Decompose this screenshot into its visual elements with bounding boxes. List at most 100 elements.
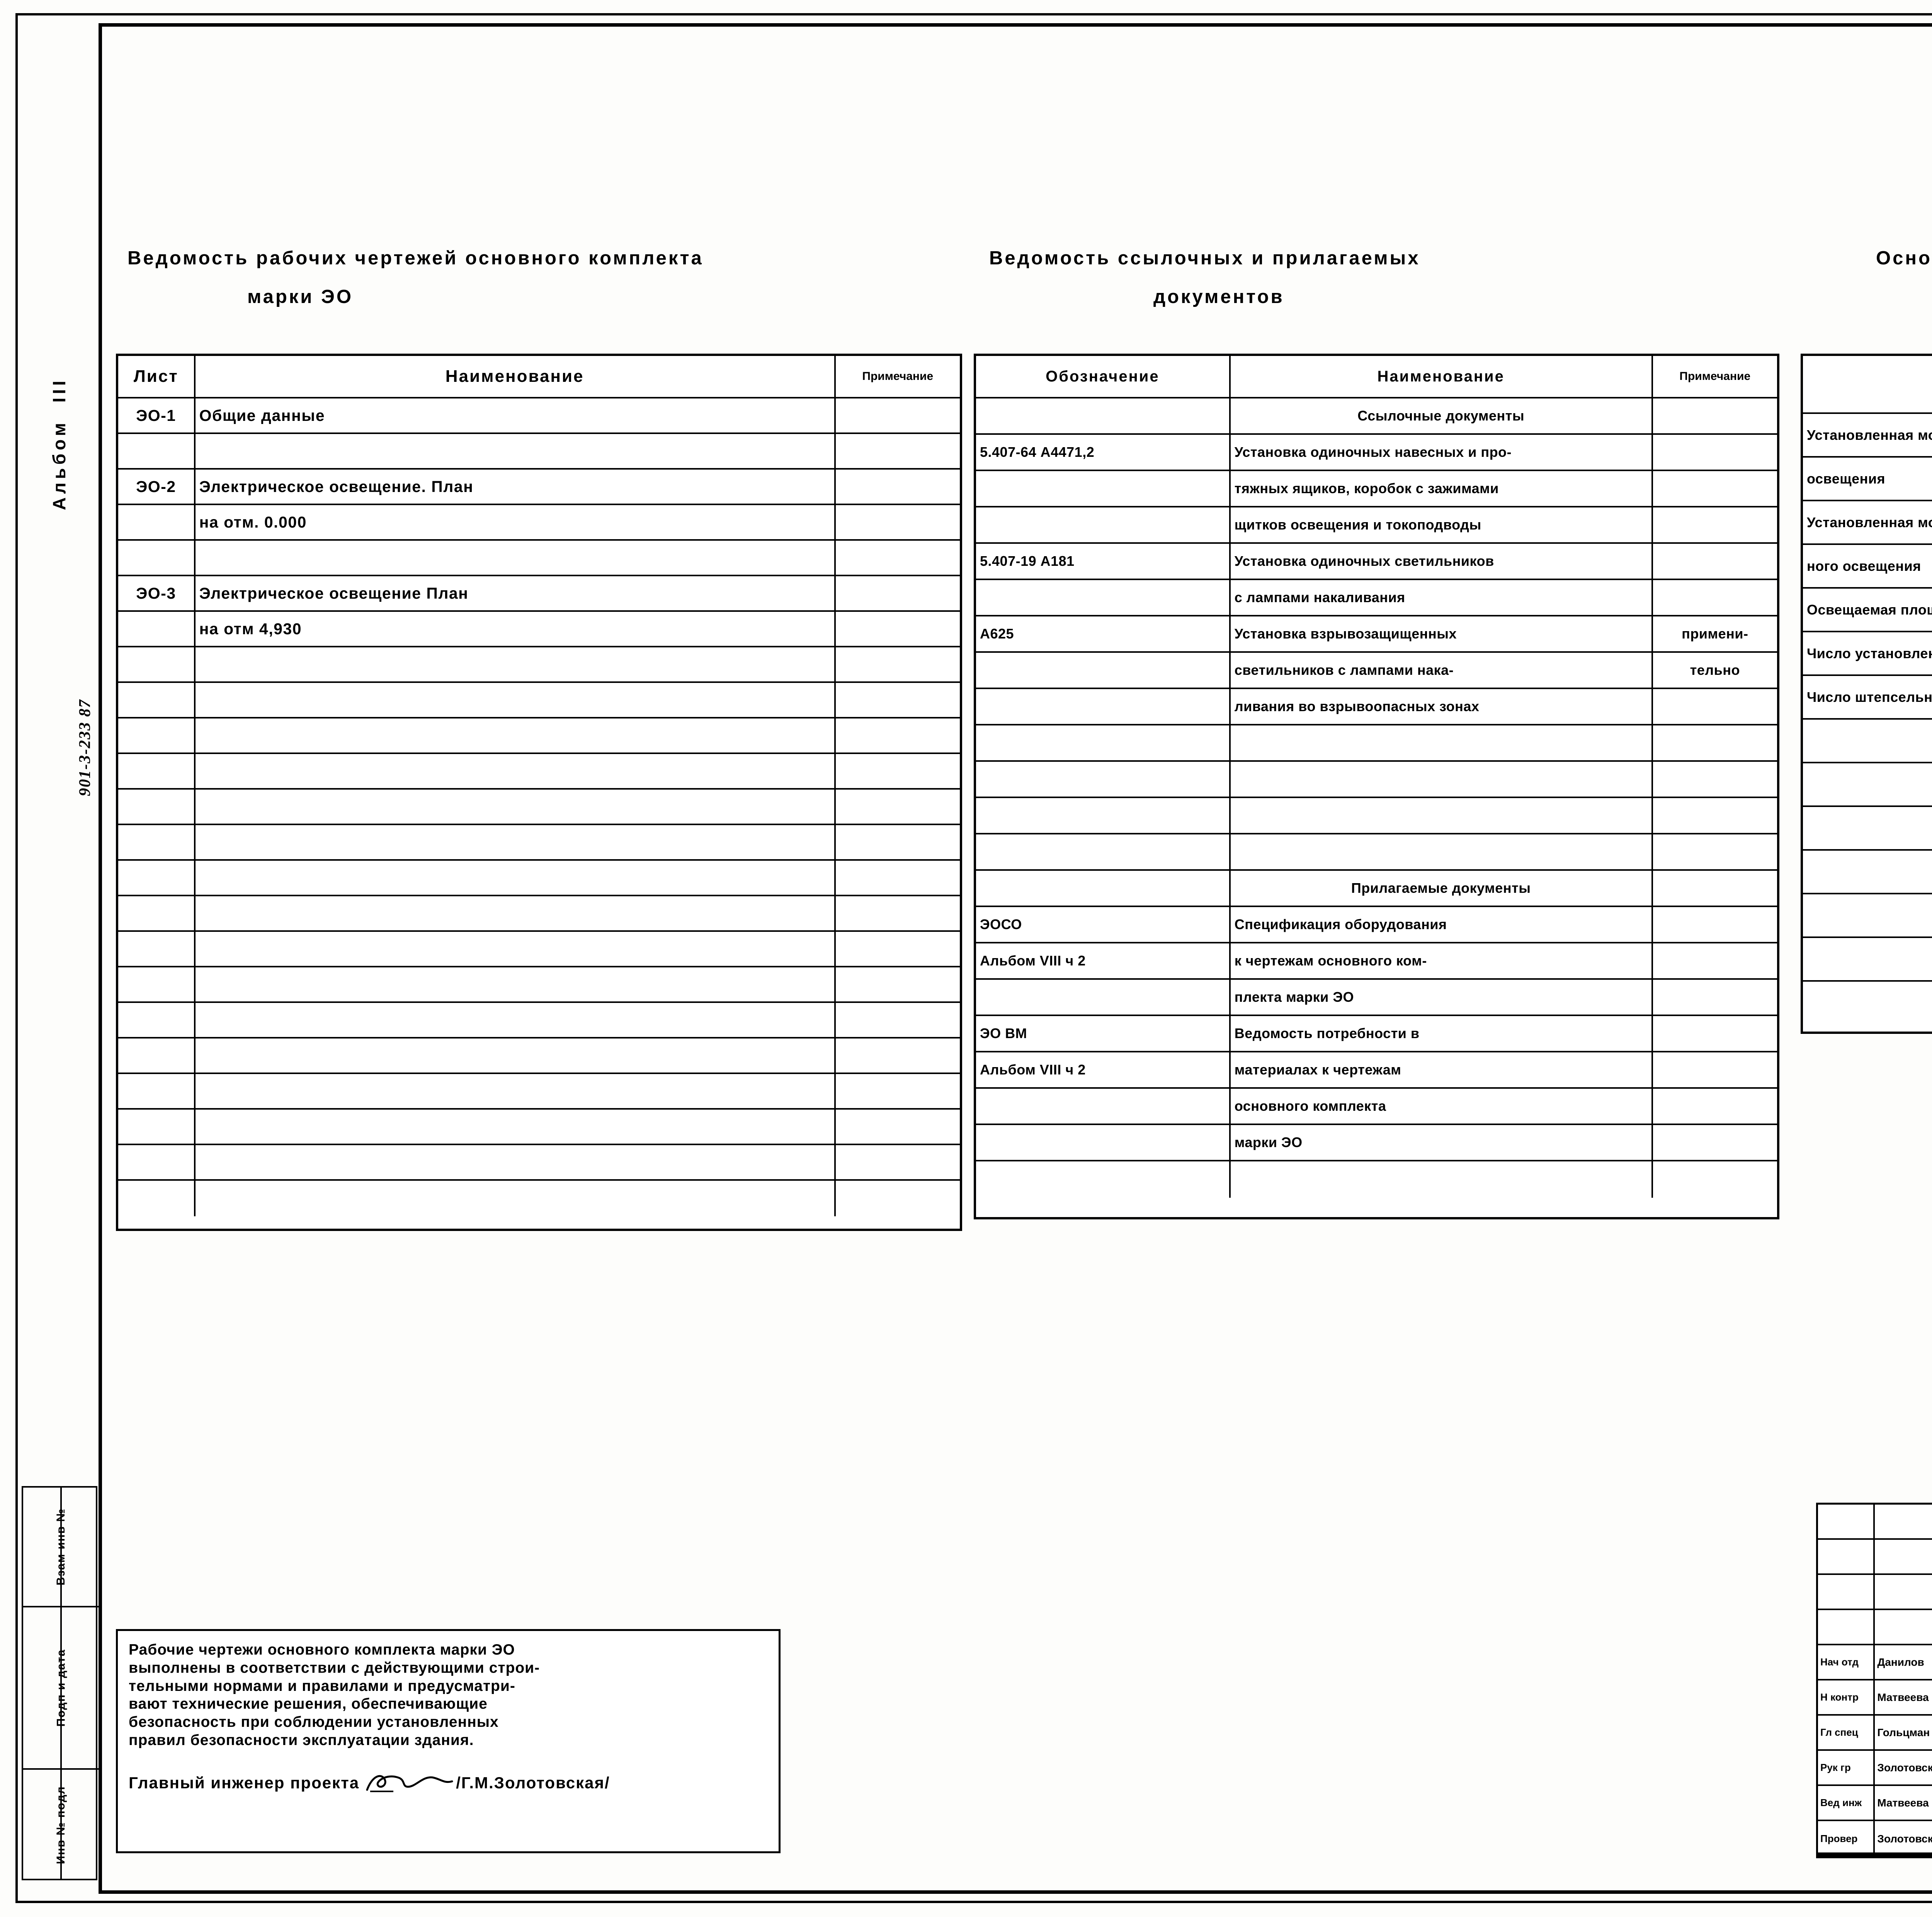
revision-cell xyxy=(1818,1610,1875,1644)
table3-row xyxy=(1803,894,1932,938)
table1-row xyxy=(118,647,960,683)
table2-cell-name: Установка взрывозащищенных xyxy=(1231,616,1653,651)
stamp-role-label: Провер xyxy=(1818,1821,1875,1856)
margin-stamp-vzam-inv: Взам инв № xyxy=(23,1488,99,1607)
stamp-role-name: Матвеева xyxy=(1875,1786,1932,1820)
stamp-role-label: Рук гр xyxy=(1818,1751,1875,1784)
stamp-role-name: Матвеева xyxy=(1875,1680,1932,1714)
table1-cell-note xyxy=(836,434,960,468)
table2-cell-code xyxy=(976,580,1231,615)
revision-row xyxy=(1818,1505,1932,1540)
table1-row: ЭО-1 Общие данные xyxy=(118,398,960,434)
general-notes-line: безопасность при соблюдении установленны… xyxy=(129,1714,499,1731)
table1-row xyxy=(118,896,960,932)
table2-cell-note xyxy=(1653,689,1777,724)
table1-cell-note xyxy=(836,967,960,1001)
table2-cell-name: с лампами накаливания xyxy=(1231,580,1653,615)
table2-cell-note xyxy=(1653,1016,1777,1051)
table1-cell-name xyxy=(196,718,836,752)
table1-row xyxy=(118,1003,960,1039)
table1-cell-note xyxy=(836,932,960,966)
table2-cell-name: материалах к чертежам xyxy=(1231,1052,1653,1087)
table1-row xyxy=(118,967,960,1003)
table1-row xyxy=(118,754,960,790)
table2-row: основного комплекта xyxy=(976,1089,1777,1125)
revision-row: Вед инж Матвеева xyxy=(1818,1786,1932,1821)
table1-cell-sheet xyxy=(118,1110,196,1144)
table3-row: освещениякВт13,9 xyxy=(1803,458,1932,501)
table2-row: тяжных ящиков, коробок с зажимами xyxy=(976,471,1777,507)
table2-cell-name: щитков освещения и токоподводы xyxy=(1231,507,1653,542)
table2-row: плекта марки ЭО xyxy=(976,980,1777,1016)
table2-cell-code: Альбом VIII ч 2 xyxy=(976,1052,1231,1087)
table1-cell-name xyxy=(196,683,836,717)
chief-engineer-role: Главный инженер проекта xyxy=(129,1773,360,1792)
table1-cell-sheet xyxy=(118,683,196,717)
revision-cell xyxy=(1818,1505,1875,1538)
table1-row xyxy=(118,541,960,576)
stamp-role-name: Золотовская xyxy=(1875,1751,1932,1784)
table1-row xyxy=(118,683,960,718)
stamp-role-name: Гольцман xyxy=(1875,1716,1932,1749)
table1-cell-sheet xyxy=(118,1003,196,1037)
table2-cell-code xyxy=(976,507,1231,542)
revision-row: Рук грЗолотовская xyxy=(1818,1751,1932,1786)
table1-cell-sheet: ЭО-2 xyxy=(118,470,196,504)
table1-cell-note xyxy=(836,1181,960,1216)
table1-header-row: Лист Наименование Примечание xyxy=(118,356,960,398)
technical-indicators-table: Наименование Ед.изм Технические данные У… xyxy=(1801,354,1932,1034)
stamp-role-label: Нач отд xyxy=(1818,1645,1875,1679)
table1-cell-note xyxy=(836,896,960,930)
table2-cell-note xyxy=(1653,980,1777,1015)
revision-cell xyxy=(1875,1505,1932,1538)
table2-caption-line2: документов xyxy=(1153,286,1284,307)
table1-cell-name: Электрическое освещение. План xyxy=(196,470,836,504)
table2-cell-name xyxy=(1231,725,1653,760)
album-label-text: Альбом xyxy=(49,419,69,510)
sheet-outer-frame xyxy=(15,13,1932,1903)
revision-row: Н контр Матвеева xyxy=(1818,1680,1932,1716)
revision-row xyxy=(1818,1610,1932,1645)
table2-header-note: Примечание xyxy=(1679,370,1751,383)
table1-cell-note xyxy=(836,647,960,681)
table1-cell-note xyxy=(836,825,960,859)
roles-grid xyxy=(1816,1854,1932,1858)
table3-body: Установленная мощность рабочегоосвещения… xyxy=(1803,414,1932,1025)
revision-cell xyxy=(1818,1540,1875,1573)
table2-row: ливания во взрывоопасных зонах xyxy=(976,689,1777,725)
table3-cell-name: Установленная мощность эвакуацион- xyxy=(1803,501,1932,543)
table1-cell-sheet: ЭО-1 xyxy=(118,398,196,432)
table2-cell-name: Ссылочные документы xyxy=(1231,398,1653,433)
table2-row: Ссылочные документы xyxy=(976,398,1777,435)
general-notes-block: Рабочие чертежи основного комплекта марк… xyxy=(116,1629,781,1853)
table1-cell-sheet xyxy=(118,790,196,824)
revision-cell xyxy=(1875,1610,1932,1644)
table2-cell-note xyxy=(1653,435,1777,470)
table1-cell-sheet xyxy=(118,932,196,966)
table3-cell-name xyxy=(1803,720,1932,762)
table3-row xyxy=(1803,851,1932,894)
table1-cell-name xyxy=(196,1039,836,1073)
table3-cell-name xyxy=(1803,894,1932,936)
table2-cell-code xyxy=(976,1125,1231,1160)
table1-cell-sheet xyxy=(118,967,196,1001)
table2-cell-note xyxy=(1653,1125,1777,1160)
table2-cell-note xyxy=(1653,762,1777,797)
stamp-role-label: Н контр xyxy=(1818,1680,1875,1714)
table1-cell-sheet xyxy=(118,718,196,752)
table2-cell-name xyxy=(1231,762,1653,797)
table2-cell-name: тяжных ящиков, коробок с зажимами xyxy=(1231,471,1653,506)
table1-row xyxy=(118,434,960,470)
general-notes-line: Рабочие чертежи основного комплекта марк… xyxy=(129,1641,515,1658)
table1-cell-sheet xyxy=(118,647,196,681)
table1-row xyxy=(118,825,960,861)
table1-row: на отм. 0.000 xyxy=(118,505,960,541)
table1-cell-note xyxy=(836,1039,960,1073)
table1-cell-name xyxy=(196,967,836,1001)
table1-cell-note xyxy=(836,861,960,895)
table1-cell-name xyxy=(196,896,836,930)
table1-cell-sheet xyxy=(118,825,196,859)
table1-header-note: Примечание xyxy=(862,370,934,383)
table1-cell-name xyxy=(196,754,836,788)
margin-stamp-vzam-inv-label: Взам инв № xyxy=(54,1508,67,1586)
